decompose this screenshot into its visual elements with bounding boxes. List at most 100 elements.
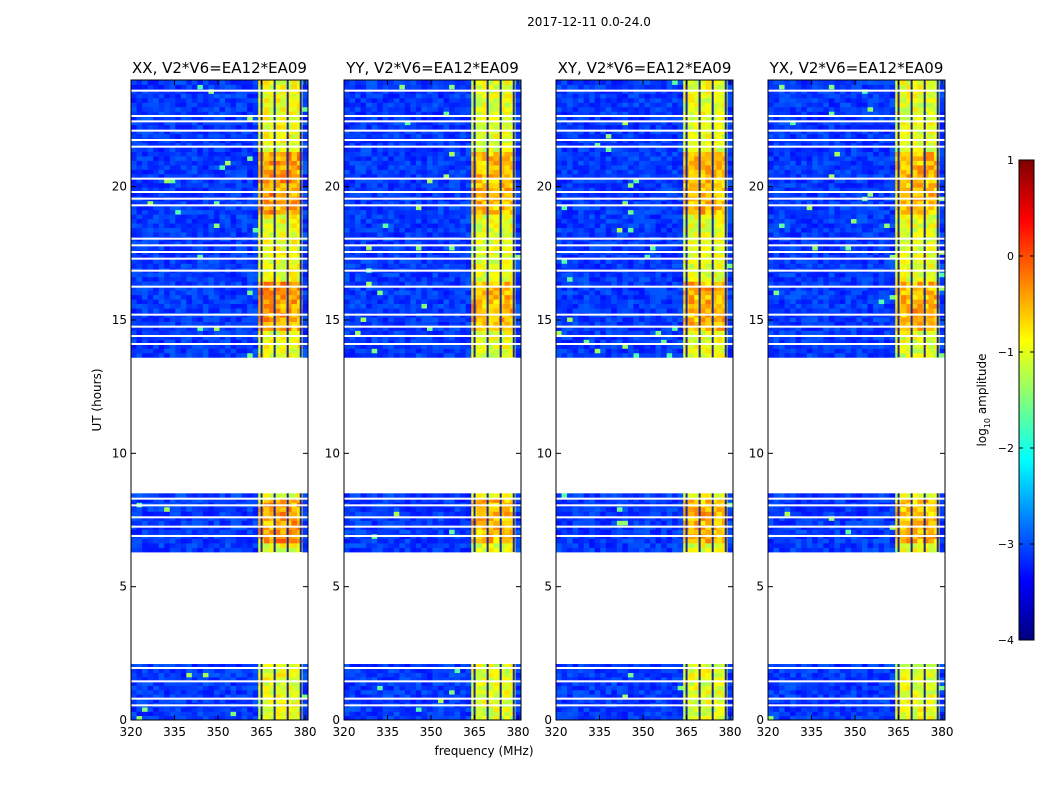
heatmap-cell [131,281,137,287]
heatmap-cell [415,272,422,278]
heatmap-cell [285,111,292,117]
heatmap-cell [131,205,137,211]
heatmap-cell [175,187,182,193]
heatmap-cell [241,343,248,349]
heatmap-cell [147,169,154,175]
heatmap-cell [247,281,254,287]
heatmap-cell [449,668,456,674]
heatmap-cell [355,276,361,282]
heatmap-cell [142,115,148,121]
heatmap-cell [349,681,356,686]
heatmap-cell [213,285,220,291]
heatmap-cell [269,133,276,139]
heatmap-cell [426,317,433,322]
heatmap-cell [186,133,193,139]
heatmap-cell [180,111,187,117]
heatmap-cell [136,160,143,166]
heatmap-cell [382,326,389,331]
heatmap-cell [291,182,298,188]
heatmap-cell [236,156,243,161]
heatmap-cell [225,241,231,246]
heatmap-cell [377,515,384,521]
heatmap-cell [208,173,215,179]
heatmap-cell [247,169,254,175]
heatmap-cell [236,497,243,503]
heatmap-cell [147,93,154,99]
heatmap-cell [158,506,165,512]
heatmap-cell [487,214,494,220]
heatmap-cell [393,294,400,300]
heatmap-cell [147,493,154,499]
heatmap-cell [349,326,356,331]
heatmap-cell [382,506,389,512]
flagged-row [131,120,308,123]
heatmap-cell [136,668,143,674]
heatmap-cell [225,80,231,85]
heatmap-cell [191,511,198,517]
heatmap-cell [202,348,209,354]
heatmap-cell [236,281,243,287]
heatmap-cell [274,93,281,99]
heatmap-cell [197,124,204,130]
heatmap-cell [449,672,456,678]
heatmap-cell [493,515,500,521]
heatmap-cell [426,303,433,309]
heatmap-cell [164,151,171,157]
heatmap-cell [147,156,154,161]
heatmap-cell [136,294,143,300]
heatmap-cell [421,511,428,517]
heatmap-cell [454,182,461,188]
heatmap-cell [421,218,428,224]
heatmap-cell [344,664,350,669]
heatmap-cell [164,506,171,512]
heatmap-cell [208,321,215,327]
heatmap-cell [377,200,384,206]
heatmap-cell [147,685,154,691]
heatmap-cell [465,308,472,313]
heatmap-cell [426,542,433,548]
heatmap-cell [291,187,298,193]
heatmap-cell [382,276,389,282]
heatmap-cell [426,547,433,553]
heatmap-cell [515,205,522,211]
heatmap-cell [225,348,231,354]
heatmap-cell [153,97,160,103]
heatmap-cell [225,317,231,322]
heatmap-cell [371,209,378,215]
heatmap-cell [504,276,511,282]
heatmap-cell [158,106,165,112]
heatmap-cell [247,321,254,327]
heatmap-cell [142,520,148,526]
heatmap-cell [180,529,187,535]
heatmap-cell [219,672,226,678]
heatmap-cell [213,227,220,233]
heatmap-cell [175,263,182,269]
flagged-row [131,129,308,132]
heatmap-cell [186,520,193,526]
heatmap-cell [371,245,378,251]
heatmap-cell [426,685,433,691]
heatmap-cell [136,156,143,161]
y-tick-label: 0 [119,713,127,727]
heatmap-cell [285,321,292,327]
heatmap-cell [197,681,204,686]
heatmap-cell [164,321,171,327]
heatmap-cell [186,493,193,499]
heatmap-cell [219,689,226,695]
heatmap-cell [493,339,500,345]
heatmap-cell [147,178,154,184]
heatmap-cell [180,97,187,103]
heatmap-cell [164,330,171,336]
heatmap-cell [371,205,378,211]
heatmap-cell [158,321,165,327]
heatmap-cell [399,681,406,686]
heatmap-cell [164,689,171,695]
heatmap-cell [175,241,182,246]
heatmap-cell [465,182,472,188]
heatmap-cell [415,308,422,313]
heatmap-cell [371,241,378,246]
heatmap-cell [186,694,193,699]
heatmap-cell [476,493,483,499]
heatmap-cell [236,326,243,331]
heatmap-cell [197,84,204,90]
